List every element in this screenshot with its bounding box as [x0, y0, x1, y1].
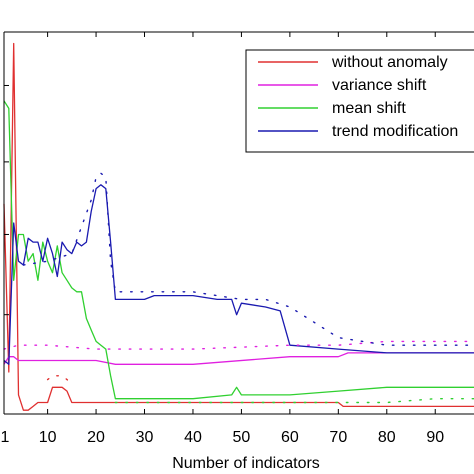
legend-label: without anomaly	[331, 54, 448, 71]
legend[interactable]: without anomaly variance shift mean shift t…	[245, 49, 474, 153]
x-axis-label: Number of indicators	[172, 455, 320, 472]
legend-box	[245, 49, 474, 153]
x-tick-label: 20	[87, 429, 105, 446]
series-line-trend-modification	[3, 184, 474, 365]
x-tick-labels: 1 10 20 30 40 50 60 70 80 90	[1, 32, 444, 446]
x-tick-label: 70	[329, 429, 347, 446]
series-line-variance-shift	[3, 352, 474, 365]
plot-area	[3, 42, 474, 411]
series-line-dotted-7	[22, 172, 474, 346]
legend-label: trend modification	[332, 123, 458, 140]
series-line-without-anomaly	[3, 42, 474, 411]
x-tick-label: 40	[184, 429, 202, 446]
x-tick-label: 1	[1, 429, 10, 446]
x-tick-label: 30	[136, 429, 154, 446]
series-line-mean-shift	[3, 100, 474, 400]
axes	[3, 31, 474, 415]
legend-label: mean shift	[332, 100, 406, 117]
x-tick-label: 60	[281, 429, 299, 446]
series-line-dotted-4	[46, 375, 73, 385]
x-tick-label: 80	[378, 429, 396, 446]
x-tick-label: 90	[426, 429, 444, 446]
legend-label: variance shift	[332, 77, 427, 94]
x-tick-label: 50	[233, 429, 251, 446]
x-tick-label: 10	[39, 429, 57, 446]
